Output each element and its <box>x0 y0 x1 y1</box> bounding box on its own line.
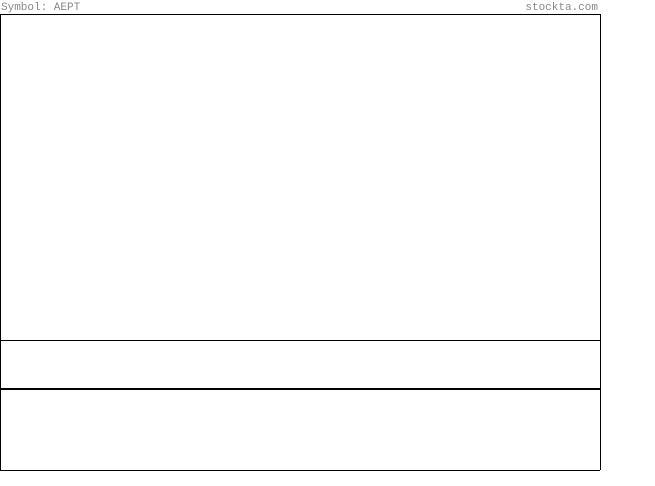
frame-layer <box>0 14 601 471</box>
symbol-label: Symbol: AEPT <box>1 2 81 14</box>
site-label: stockta.com <box>525 2 598 14</box>
